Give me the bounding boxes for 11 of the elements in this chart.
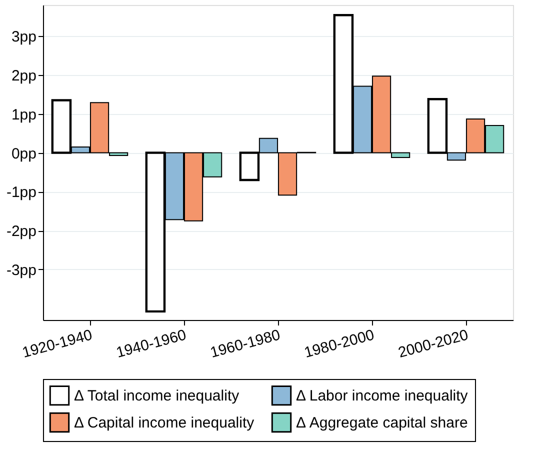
y-tick-label: -3pp <box>6 262 36 279</box>
y-tick-label: 1pp <box>11 106 36 124</box>
y-tick-label: -1pp <box>6 184 36 202</box>
legend-label: Δ Aggregate capital share <box>296 414 468 432</box>
legend-label: Δ Capital income inequality <box>74 414 255 432</box>
legend-label: Δ Total income inequality <box>74 388 240 405</box>
y-tick-label: 3pp <box>11 28 36 46</box>
legend-label: Δ Labor income inequality <box>296 388 468 405</box>
y-tick-label: -2pp <box>6 223 36 240</box>
y-tick-label: 2pp <box>11 68 36 84</box>
y-tick-label: 0pp <box>11 145 36 162</box>
